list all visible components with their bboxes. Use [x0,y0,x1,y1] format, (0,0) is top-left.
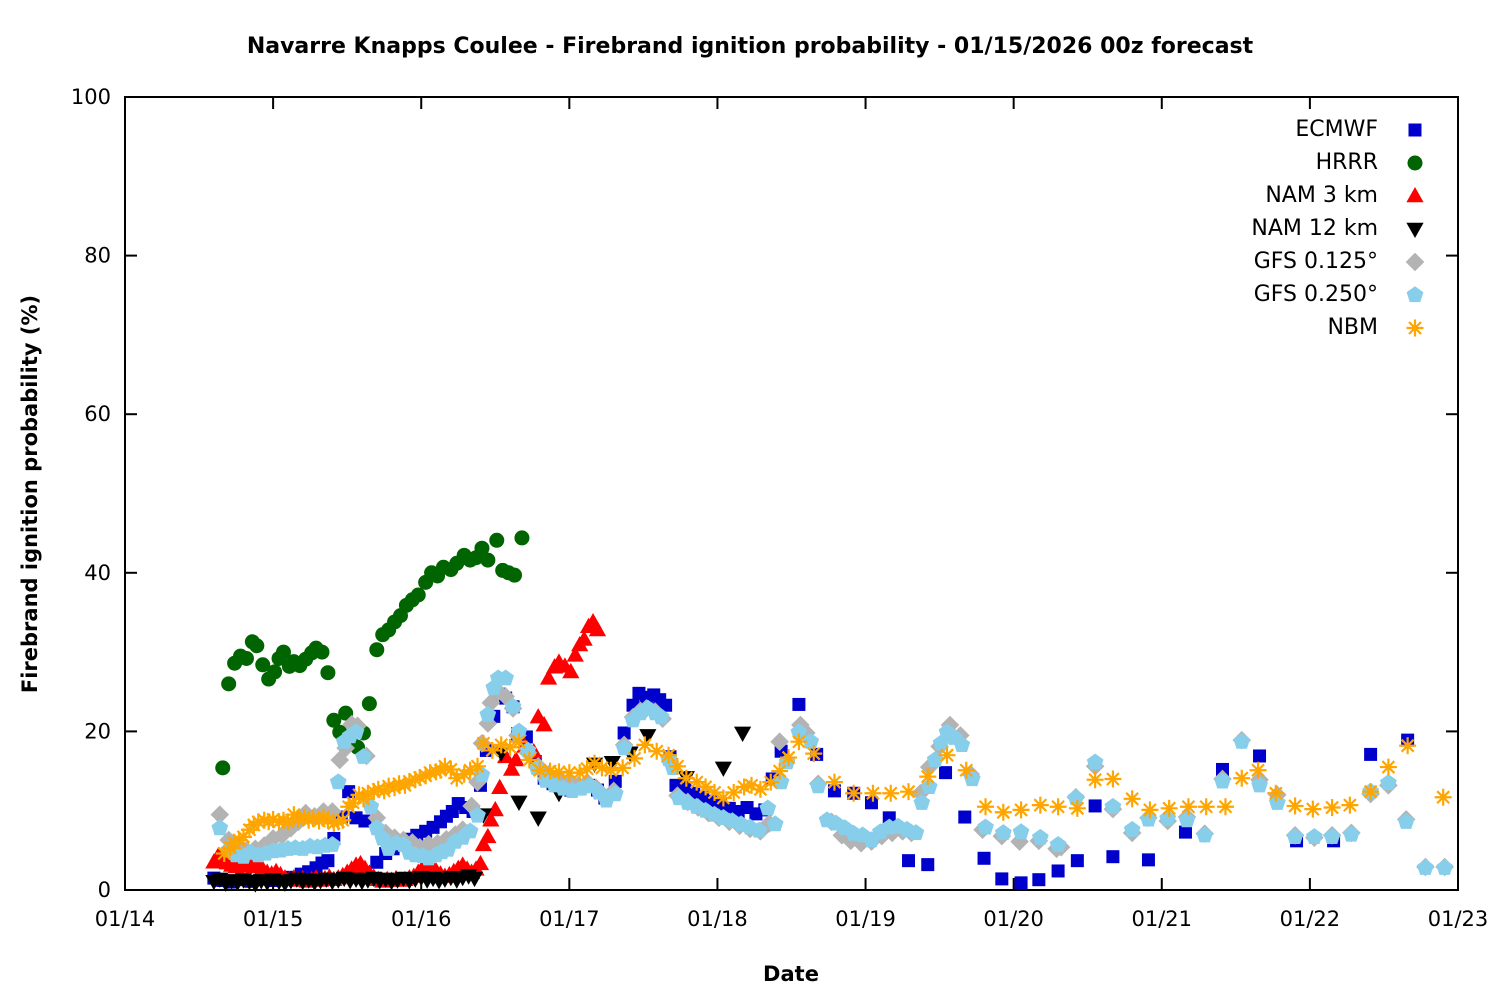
legend-item-hrrr: HRRR [1148,146,1438,179]
x-axis-title: Date [763,962,819,986]
legend-item-nbm: NBM [1148,311,1438,344]
x-tick-label: 01/19 [835,907,896,931]
series-gfs-0-250- [211,669,1453,875]
legend: ECMWF HRRR NAM 3 km NAM 12 km GFS 0.125°… [1148,113,1438,344]
y-tick-label: 40 [84,561,111,585]
x-tick-label: 01/23 [1428,907,1489,931]
y-tick-label: 60 [84,402,111,426]
circle-marker-icon [1392,150,1438,176]
chart-title: Navarre Knapps Coulee - Firebrand igniti… [246,34,1254,59]
series-hrrr [215,530,530,776]
x-tick-label: 01/16 [391,907,452,931]
square-marker-icon [1392,117,1438,143]
y-tick-label: 20 [84,719,111,743]
legend-item-ecmwf: ECMWF [1148,113,1438,146]
x-tick-label: 01/18 [687,907,748,931]
legend-item-nam3km: NAM 3 km [1148,179,1438,212]
legend-label: NAM 12 km [1251,216,1378,241]
triangle-down-marker-icon [1392,216,1438,242]
y-tick-label: 0 [98,878,111,902]
legend-label: GFS 0.125° [1253,249,1378,274]
legend-item-gfs0125: GFS 0.125° [1148,245,1438,278]
legend-item-nam12km: NAM 12 km [1148,212,1438,245]
legend-label: HRRR [1315,150,1378,175]
x-tick-label: 01/21 [1132,907,1193,931]
y-tick-label: 100 [71,85,111,109]
legend-item-gfs0250: GFS 0.250° [1148,278,1438,311]
asterisk-marker-icon [1392,315,1438,341]
x-tick-label: 01/14 [95,907,156,931]
legend-label: NBM [1327,315,1378,340]
legend-label: GFS 0.250° [1253,282,1378,307]
plot-border [124,96,1459,891]
legend-label: ECMWF [1295,117,1378,142]
x-tick-label: 01/15 [243,907,304,931]
x-tick-label: 01/22 [1280,907,1341,931]
pentagon-marker-icon [1392,282,1438,308]
diamond-marker-icon [1392,249,1438,275]
series-nbm [215,733,1452,863]
x-tick-label: 01/17 [539,907,600,931]
triangle-up-marker-icon [1392,183,1438,209]
legend-label: NAM 3 km [1265,183,1378,208]
x-tick-label: 01/20 [983,907,1044,931]
y-tick-label: 80 [84,244,111,268]
